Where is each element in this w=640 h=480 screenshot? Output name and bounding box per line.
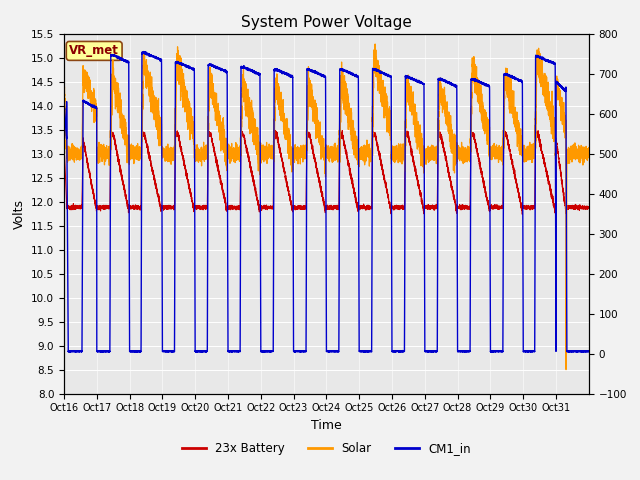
X-axis label: Time: Time [311, 419, 342, 432]
Legend: 23x Battery, Solar, CM1_in: 23x Battery, Solar, CM1_in [177, 437, 476, 460]
Y-axis label: Volts: Volts [12, 199, 26, 228]
Title: System Power Voltage: System Power Voltage [241, 15, 412, 30]
Text: VR_met: VR_met [69, 44, 119, 58]
